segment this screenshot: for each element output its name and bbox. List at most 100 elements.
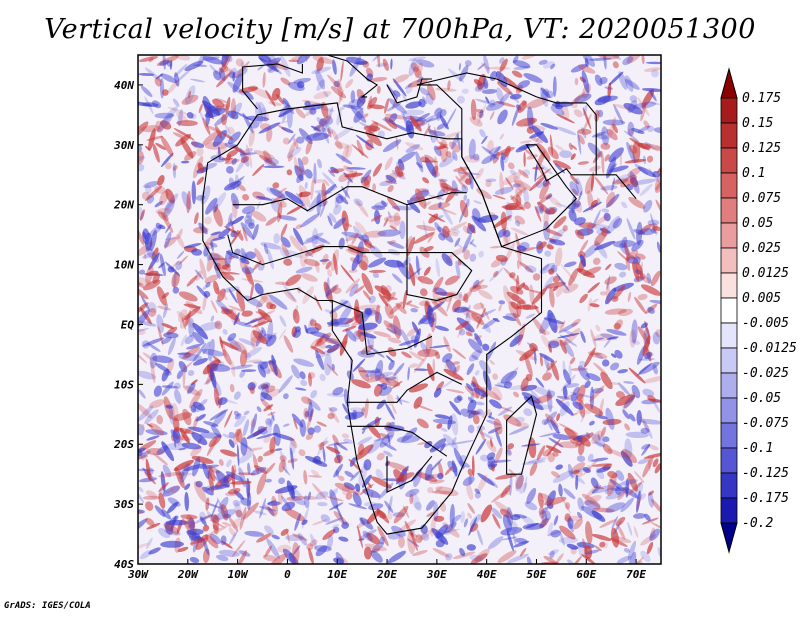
field-streak bbox=[160, 540, 184, 548]
field-streak bbox=[518, 299, 527, 307]
field-streak bbox=[602, 119, 626, 126]
field-streak bbox=[464, 312, 471, 334]
field-streak bbox=[207, 484, 230, 491]
field-streak bbox=[167, 80, 179, 94]
field-streak bbox=[556, 395, 571, 400]
field-streak bbox=[138, 477, 158, 483]
field-streak bbox=[578, 442, 585, 456]
field-streak bbox=[230, 359, 236, 378]
field-streak bbox=[544, 510, 551, 521]
field-streak bbox=[239, 147, 250, 167]
field-streak bbox=[409, 363, 418, 368]
field-streak bbox=[152, 272, 160, 284]
field-streak bbox=[205, 253, 221, 261]
field-streak bbox=[558, 483, 563, 497]
field-streak bbox=[202, 538, 210, 556]
field-streak bbox=[449, 503, 455, 528]
field-streak bbox=[470, 392, 475, 404]
field-streak bbox=[162, 464, 172, 478]
field-streak bbox=[622, 56, 634, 66]
field-streak bbox=[447, 221, 468, 233]
field-streak bbox=[537, 201, 551, 215]
field-streak bbox=[458, 460, 470, 468]
field-streak bbox=[589, 165, 601, 172]
colorbar-segment bbox=[720, 522, 738, 554]
field-streak bbox=[347, 244, 361, 252]
colorbar-label: 0.05 bbox=[742, 216, 773, 231]
field-streak bbox=[157, 325, 164, 346]
field-streak bbox=[177, 546, 189, 552]
field-streak bbox=[324, 337, 340, 345]
field-streak bbox=[226, 149, 239, 158]
field-streak bbox=[515, 220, 521, 227]
field-streak bbox=[442, 225, 450, 238]
field-streak bbox=[242, 193, 250, 201]
field-streak bbox=[428, 130, 446, 137]
field-streak bbox=[238, 86, 259, 93]
field-streak bbox=[516, 300, 522, 318]
field-streak bbox=[185, 310, 192, 327]
field-streak bbox=[562, 225, 568, 232]
field-streak bbox=[410, 307, 418, 313]
field-streak bbox=[247, 85, 258, 91]
field-streak bbox=[586, 221, 593, 236]
field-streak bbox=[303, 258, 320, 267]
colorbar-segment bbox=[720, 322, 738, 349]
field-streak bbox=[287, 147, 302, 158]
field-streak bbox=[513, 513, 527, 519]
field-streak bbox=[446, 292, 454, 313]
field-streak bbox=[415, 255, 420, 276]
colorbar-label: -0.05 bbox=[742, 391, 781, 406]
field-streak bbox=[312, 55, 334, 64]
field-streak bbox=[222, 55, 233, 62]
field-streak bbox=[592, 257, 601, 265]
field-streak bbox=[393, 212, 401, 226]
field-streak bbox=[488, 459, 512, 464]
field-streak bbox=[174, 472, 194, 476]
field-streak bbox=[351, 232, 359, 245]
field-streak bbox=[332, 526, 340, 534]
field-streak bbox=[341, 231, 364, 239]
field-streak bbox=[576, 409, 592, 415]
field-streak bbox=[260, 242, 282, 250]
field-streak bbox=[642, 388, 655, 397]
field-streak bbox=[146, 195, 155, 204]
field-streak bbox=[625, 256, 631, 271]
field-streak bbox=[332, 386, 344, 396]
field-streak bbox=[509, 474, 513, 496]
field-streak bbox=[228, 71, 235, 79]
field-streak bbox=[364, 230, 387, 238]
field-streak bbox=[447, 80, 451, 91]
field-streak bbox=[487, 426, 502, 434]
field-streak bbox=[584, 347, 596, 368]
field-streak bbox=[458, 328, 466, 336]
field-streak bbox=[205, 468, 213, 479]
field-streak bbox=[591, 430, 603, 445]
field-streak bbox=[201, 130, 220, 146]
colorbar-label: 0.125 bbox=[742, 141, 781, 156]
field-streak bbox=[231, 540, 246, 558]
field-streak bbox=[152, 355, 173, 363]
field-streak bbox=[296, 169, 306, 177]
field-streak bbox=[623, 103, 643, 115]
field-streak bbox=[431, 311, 437, 333]
field-streak bbox=[302, 99, 325, 106]
field-streak bbox=[300, 213, 320, 228]
colorbar-label: 0.0125 bbox=[742, 266, 789, 281]
field-streak bbox=[467, 396, 474, 404]
field-streak bbox=[155, 142, 167, 150]
field-streak bbox=[584, 500, 601, 510]
field-streak bbox=[148, 128, 156, 152]
field-streak bbox=[474, 548, 490, 563]
field-streak bbox=[444, 466, 454, 476]
field-streak bbox=[387, 322, 394, 328]
field-streak bbox=[331, 363, 335, 371]
country-border bbox=[347, 371, 463, 403]
field-streak bbox=[404, 256, 411, 266]
field-streak bbox=[462, 233, 472, 254]
field-streak bbox=[452, 228, 460, 234]
field-streak bbox=[138, 206, 144, 220]
field-streak bbox=[223, 286, 240, 293]
field-streak bbox=[299, 371, 306, 380]
field-streak bbox=[218, 267, 228, 271]
